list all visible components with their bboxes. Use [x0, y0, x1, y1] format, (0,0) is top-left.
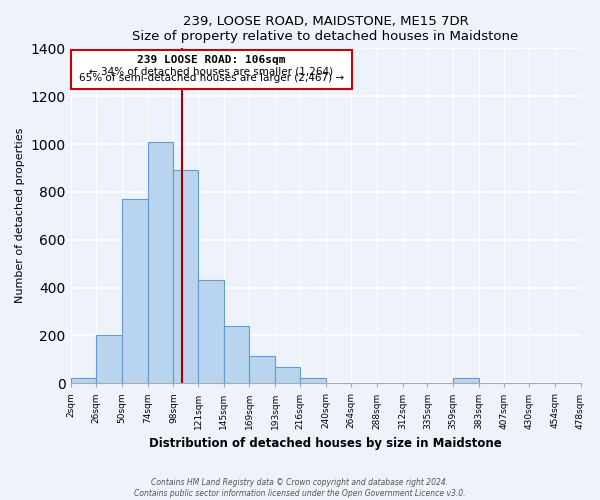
Bar [453, 378, 479, 384]
Text: Contains HM Land Registry data © Crown copyright and database right 2024.
Contai: Contains HM Land Registry data © Crown c… [134, 478, 466, 498]
Bar [250, 356, 275, 384]
Bar [71, 378, 96, 384]
Y-axis label: Number of detached properties: Number of detached properties [15, 128, 25, 304]
Title: 239, LOOSE ROAD, MAIDSTONE, ME15 7DR
Size of property relative to detached house: 239, LOOSE ROAD, MAIDSTONE, ME15 7DR Siz… [133, 15, 518, 43]
Bar [122, 199, 148, 384]
FancyBboxPatch shape [71, 50, 352, 89]
Text: ← 34% of detached houses are smaller (1,264): ← 34% of detached houses are smaller (1,… [89, 66, 334, 76]
Bar [275, 366, 300, 384]
X-axis label: Distribution of detached houses by size in Maidstone: Distribution of detached houses by size … [149, 437, 502, 450]
Bar [224, 326, 250, 384]
Bar [148, 142, 173, 384]
Bar [96, 336, 122, 384]
Bar [173, 170, 198, 384]
Bar [300, 378, 326, 384]
Text: 239 LOOSE ROAD: 106sqm: 239 LOOSE ROAD: 106sqm [137, 56, 286, 66]
Bar [198, 280, 224, 384]
Text: 65% of semi-detached houses are larger (2,467) →: 65% of semi-detached houses are larger (… [79, 73, 344, 83]
